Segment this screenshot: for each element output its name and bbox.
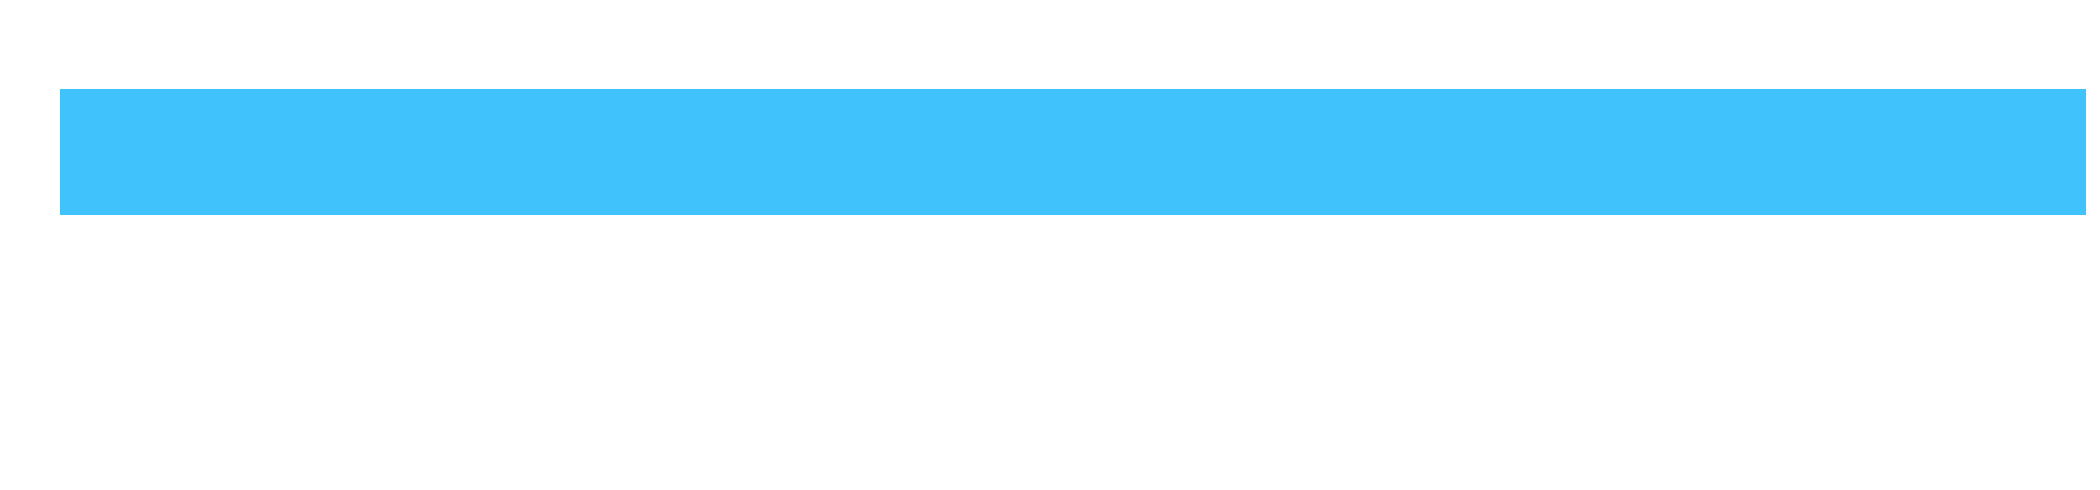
blue-banner-bar xyxy=(60,89,2086,215)
